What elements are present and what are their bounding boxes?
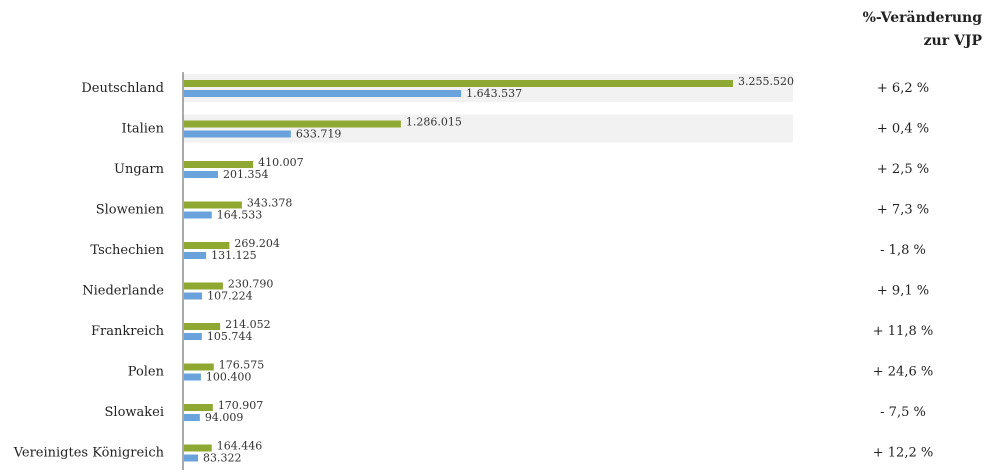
bar-series-2 bbox=[184, 373, 201, 381]
change-label: - 7,5 % bbox=[880, 405, 926, 420]
bar-series-1 bbox=[184, 404, 213, 411]
change-label: + 7,3 % bbox=[877, 203, 929, 218]
bar-series-2 bbox=[184, 171, 218, 178]
category-label: Italien bbox=[122, 122, 165, 137]
data-label: 3.255.520 bbox=[738, 75, 794, 88]
data-label: 170.907 bbox=[218, 399, 263, 412]
change-label: + 12,2 % bbox=[873, 446, 933, 461]
data-label: 201.354 bbox=[223, 168, 269, 181]
bar-series-1 bbox=[184, 282, 223, 290]
row-highlight bbox=[183, 74, 793, 102]
highlight-layer bbox=[183, 74, 793, 143]
bar-series-2 bbox=[184, 414, 200, 421]
data-label: 131.125 bbox=[211, 249, 257, 262]
bar-series-2 bbox=[184, 454, 199, 462]
category-label: Niederlande bbox=[82, 284, 164, 299]
bar-series-1 bbox=[184, 80, 733, 87]
change-label: + 2,5 % bbox=[877, 162, 929, 177]
category-label: Ungarn bbox=[114, 162, 165, 177]
category-label: Tschechien bbox=[90, 243, 164, 258]
row-highlight bbox=[183, 114, 793, 143]
data-label: 176.575 bbox=[219, 359, 265, 372]
data-label: 633.719 bbox=[296, 128, 342, 141]
data-label: 1.643.537 bbox=[466, 87, 522, 100]
bar-series-2 bbox=[184, 90, 462, 97]
bars-layer: Deutschland 3.255.520 1.643.537 + 6,2 % Ital… bbox=[13, 75, 934, 465]
change-header-line1: %-Veränderung bbox=[863, 10, 983, 26]
bar-series-2 bbox=[184, 333, 202, 340]
bar-series-1 bbox=[184, 201, 242, 209]
category-label: Slowenien bbox=[96, 203, 165, 218]
category-label: Slowakei bbox=[105, 405, 165, 420]
change-label: + 6,2 % bbox=[877, 81, 929, 96]
bar-series-2 bbox=[184, 252, 207, 259]
bar-series-1 bbox=[184, 242, 230, 249]
data-label: 83.322 bbox=[203, 452, 242, 465]
data-label: 100.400 bbox=[206, 371, 252, 384]
data-label: 410.007 bbox=[258, 156, 304, 169]
data-label: 343.378 bbox=[247, 197, 293, 210]
category-label: Vereinigtes Königreich bbox=[13, 446, 165, 461]
bar-series-1 bbox=[184, 120, 401, 128]
bar-series-2 bbox=[184, 130, 291, 138]
data-label: 164.533 bbox=[217, 209, 262, 222]
change-label: + 9,1 % bbox=[877, 284, 929, 299]
bar-series-1 bbox=[184, 161, 254, 168]
change-header-line2: zur VJP bbox=[924, 33, 983, 49]
data-label: 164.446 bbox=[217, 440, 263, 453]
category-label: Polen bbox=[128, 365, 165, 380]
change-label: + 24,6 % bbox=[873, 365, 933, 380]
change-label: + 11,8 % bbox=[873, 324, 933, 339]
data-label: 94.009 bbox=[205, 411, 244, 424]
data-label: 269.204 bbox=[234, 237, 279, 250]
data-label: 1.286.015 bbox=[406, 116, 462, 129]
bar-series-1 bbox=[184, 444, 212, 452]
data-label: 230.790 bbox=[228, 278, 274, 291]
change-label: - 1,8 % bbox=[880, 243, 926, 258]
bar-series-1 bbox=[184, 363, 214, 371]
data-label: 107.224 bbox=[207, 290, 253, 303]
category-label: Deutschland bbox=[81, 81, 164, 96]
bar-series-2 bbox=[184, 211, 212, 219]
category-label: Frankreich bbox=[91, 324, 165, 339]
data-label: 105.744 bbox=[207, 330, 253, 343]
change-label: + 0,4 % bbox=[877, 122, 929, 137]
bar-series-2 bbox=[184, 292, 203, 300]
data-label: 214.052 bbox=[225, 318, 271, 331]
bar-series-1 bbox=[184, 323, 221, 330]
